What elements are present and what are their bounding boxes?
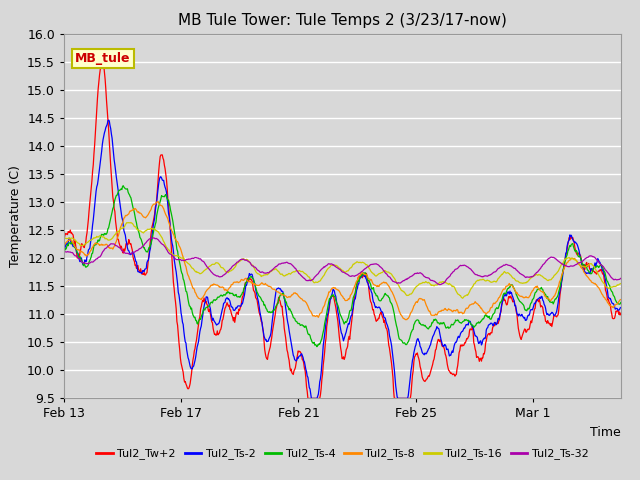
Tul2_Ts-4 — [120, 183, 127, 189]
Y-axis label: Temperature (C): Temperature (C) — [8, 165, 22, 267]
Tul2_Ts-2 — [60, 247, 68, 252]
Tul2_Ts-2 — [105, 117, 113, 123]
Tul2_Ts-16 — [60, 236, 68, 242]
Tul2_Ts-32 — [94, 255, 102, 261]
Tul2_Ts-16 — [484, 277, 492, 283]
Tul2_Ts-32 — [436, 282, 444, 288]
Tul2_Ts-4 — [484, 314, 492, 320]
Tul2_Ts-32 — [384, 273, 392, 279]
Tul2_Ts-8 — [484, 309, 492, 315]
Line: Tul2_Ts-8: Tul2_Ts-8 — [64, 202, 621, 320]
Tul2_Ts-8 — [617, 297, 625, 302]
Tul2_Ts-32 — [484, 274, 492, 279]
Tul2_Tw+2 — [399, 396, 407, 401]
Line: Tul2_Tw+2: Tul2_Tw+2 — [64, 59, 621, 398]
Tul2_Tw+2 — [541, 313, 548, 319]
Tul2_Ts-2 — [541, 303, 548, 309]
Tul2_Ts-2 — [94, 177, 102, 183]
Text: MB_tule: MB_tule — [75, 52, 131, 65]
Tul2_Ts-16 — [384, 269, 392, 275]
Tul2_Ts-4 — [541, 291, 548, 297]
Tul2_Ts-4 — [617, 300, 625, 305]
Tul2_Ts-8 — [384, 282, 392, 288]
Tul2_Ts-2 — [617, 305, 625, 311]
Tul2_Ts-4 — [313, 344, 321, 349]
Tul2_Ts-2 — [385, 327, 392, 333]
Title: MB Tule Tower: Tule Temps 2 (3/23/17-now): MB Tule Tower: Tule Temps 2 (3/23/17-now… — [178, 13, 507, 28]
Tul2_Ts-8 — [154, 199, 162, 204]
Tul2_Ts-4 — [94, 237, 102, 243]
Tul2_Ts-4 — [399, 340, 407, 346]
Tul2_Ts-8 — [416, 296, 424, 301]
Line: Tul2_Ts-32: Tul2_Ts-32 — [64, 238, 621, 285]
Tul2_Tw+2 — [484, 332, 492, 338]
Tul2_Ts-2 — [416, 344, 424, 349]
Line: Tul2_Ts-2: Tul2_Ts-2 — [64, 120, 621, 398]
Tul2_Ts-32 — [150, 235, 157, 241]
Tul2_Ts-16 — [541, 276, 548, 281]
Tul2_Ts-8 — [541, 293, 548, 299]
Tul2_Ts-8 — [399, 314, 406, 320]
Tul2_Ts-2 — [399, 396, 407, 401]
Tul2_Ts-16 — [127, 219, 135, 225]
Tul2_Ts-32 — [415, 270, 423, 276]
Tul2_Ts-32 — [617, 276, 625, 281]
Tul2_Ts-16 — [459, 295, 467, 301]
Tul2_Tw+2 — [416, 363, 424, 369]
Tul2_Ts-8 — [60, 242, 68, 248]
Tul2_Ts-16 — [617, 281, 625, 287]
Tul2_Ts-8 — [402, 317, 410, 323]
Tul2_Tw+2 — [385, 342, 392, 348]
Tul2_Tw+2 — [94, 86, 102, 92]
Tul2_Ts-32 — [60, 249, 68, 255]
X-axis label: Time: Time — [590, 426, 621, 439]
Tul2_Tw+2 — [60, 235, 68, 241]
Line: Tul2_Ts-16: Tul2_Ts-16 — [64, 222, 621, 298]
Tul2_Ts-2 — [484, 325, 492, 331]
Tul2_Tw+2 — [304, 396, 312, 401]
Tul2_Ts-8 — [94, 241, 102, 247]
Tul2_Ts-2 — [308, 396, 316, 401]
Tul2_Ts-4 — [416, 320, 424, 326]
Tul2_Tw+2 — [617, 311, 625, 316]
Tul2_Ts-32 — [399, 278, 406, 284]
Tul2_Ts-4 — [385, 295, 392, 300]
Tul2_Ts-4 — [60, 249, 68, 254]
Tul2_Ts-16 — [415, 281, 423, 287]
Tul2_Ts-32 — [541, 260, 548, 266]
Tul2_Ts-16 — [94, 234, 102, 240]
Legend: Tul2_Tw+2, Tul2_Ts-2, Tul2_Ts-4, Tul2_Ts-8, Tul2_Ts-16, Tul2_Ts-32: Tul2_Tw+2, Tul2_Ts-2, Tul2_Ts-4, Tul2_Ts… — [92, 444, 593, 464]
Tul2_Ts-16 — [399, 288, 406, 294]
Tul2_Tw+2 — [99, 56, 106, 62]
Line: Tul2_Ts-4: Tul2_Ts-4 — [64, 186, 621, 347]
